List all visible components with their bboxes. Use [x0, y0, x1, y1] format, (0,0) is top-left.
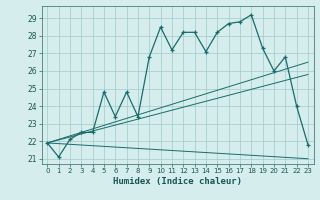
X-axis label: Humidex (Indice chaleur): Humidex (Indice chaleur)	[113, 177, 242, 186]
